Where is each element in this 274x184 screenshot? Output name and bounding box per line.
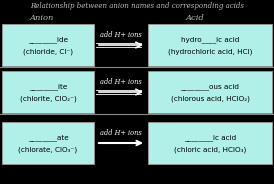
Text: Relationship between anion names and corresponding acids: Relationship between anion names and cor…	[30, 2, 244, 10]
Text: add H+ ions: add H+ ions	[100, 78, 142, 86]
Text: (chlorate, ClO₃⁻): (chlorate, ClO₃⁻)	[18, 147, 78, 153]
Bar	[2, 71, 94, 113]
Text: add H+ ions: add H+ ions	[100, 31, 142, 39]
Bar	[2, 122, 94, 164]
Bar	[148, 24, 272, 66]
Text: ________ide: ________ide	[28, 37, 68, 43]
Text: (chlorite, ClO₂⁻): (chlorite, ClO₂⁻)	[20, 96, 76, 102]
Text: Acid: Acid	[185, 14, 204, 22]
Bar	[148, 71, 272, 113]
Text: (hydrochloric acid, HCl): (hydrochloric acid, HCl)	[168, 49, 252, 55]
Text: (chlorous acid, HClO₂): (chlorous acid, HClO₂)	[170, 96, 249, 102]
Text: Anion: Anion	[30, 14, 54, 22]
Text: add H+ ions: add H+ ions	[100, 129, 142, 137]
Text: hydro____ic acid: hydro____ic acid	[181, 37, 239, 43]
Text: (chloride, Cl⁻): (chloride, Cl⁻)	[23, 49, 73, 55]
Text: ________ate: ________ate	[28, 135, 68, 141]
Text: (chloric acid, HClO₃): (chloric acid, HClO₃)	[174, 147, 246, 153]
Bar	[2, 24, 94, 66]
Text: ________ite: ________ite	[29, 84, 67, 90]
Text: ________ic acid: ________ic acid	[184, 135, 236, 141]
Text: ________ous acid: ________ous acid	[181, 84, 239, 90]
Bar	[148, 122, 272, 164]
